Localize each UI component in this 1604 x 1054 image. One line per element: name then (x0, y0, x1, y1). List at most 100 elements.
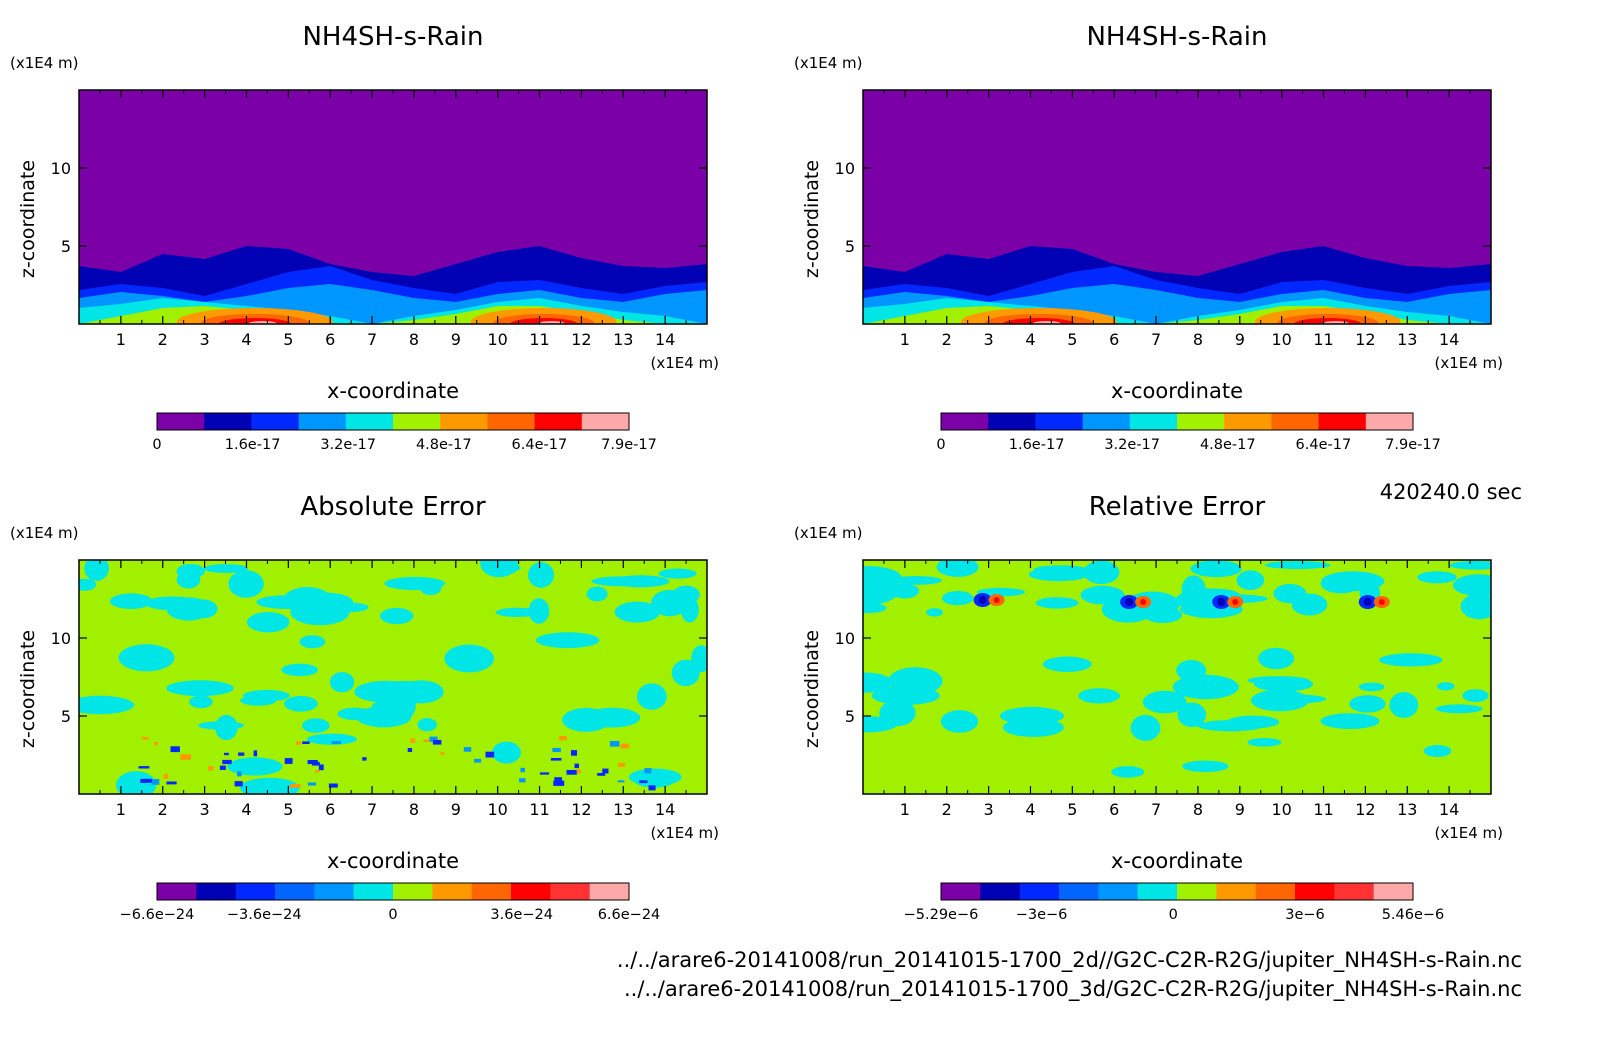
error-blob (940, 710, 979, 733)
colorbar-tick-label: 3.2e-17 (1104, 437, 1160, 453)
colorbar-swatch (251, 413, 300, 430)
colorbar-swatch (298, 413, 347, 430)
x-tick-label: 5 (1067, 800, 1077, 819)
error-blob (1379, 653, 1443, 667)
x-tick-label: 9 (451, 330, 461, 349)
error-blob (1028, 567, 1089, 582)
error-blob (863, 602, 887, 614)
colorbar-frame (156, 882, 630, 901)
error-blob (1349, 695, 1386, 713)
x-tick-label: 3 (984, 330, 994, 349)
x-tick-label: 11 (1313, 330, 1333, 349)
error-speckle (423, 739, 430, 742)
error-speckle (296, 741, 302, 745)
x-tick-label: 13 (1397, 330, 1417, 349)
x-tick-label: 12 (1355, 800, 1375, 819)
error-blob (1172, 674, 1239, 700)
error-blob (1389, 692, 1419, 718)
colorbar-tick-label: 0 (388, 907, 397, 923)
colorbar-swatch (1059, 883, 1099, 900)
error-blob (1035, 597, 1079, 609)
colorbar-swatch (275, 883, 315, 900)
error-speckle (550, 758, 562, 761)
error-speckle (208, 766, 214, 771)
colorbar-tick-label: 7.9e-17 (1385, 437, 1441, 453)
colorbar-tick-label: −6.6e−24 (120, 907, 195, 923)
error-blob (299, 635, 326, 649)
error-blob (636, 683, 667, 710)
error-blob (1182, 760, 1229, 772)
x-axis-title: x-coordinate (1111, 379, 1243, 403)
error-blob (240, 777, 300, 794)
y-tick-label: 5 (61, 237, 71, 256)
x-axis-title: x-coordinate (327, 849, 459, 873)
x-tick-label: 6 (325, 800, 335, 819)
error-blob (614, 601, 660, 623)
error-speckle (138, 766, 150, 769)
x-tick-label: 7 (367, 800, 377, 819)
x-unit-label: (x1E4 m) (650, 824, 719, 842)
error-blob (228, 570, 264, 598)
error-blob (1417, 571, 1457, 584)
colorbar-swatch (1373, 883, 1414, 900)
error-speckle (618, 762, 626, 767)
error-speckle (552, 747, 561, 753)
error-speckle (163, 773, 169, 779)
x-tick-label: 14 (655, 800, 675, 819)
error-blob (1423, 745, 1452, 757)
x-tick-label: 7 (367, 330, 377, 349)
x-tick-label: 8 (409, 800, 419, 819)
error-blob (240, 695, 277, 706)
error-blob (79, 695, 135, 715)
colorbar-swatch (393, 413, 441, 430)
field-absolute-error (79, 560, 707, 794)
colorbar-swatch (1334, 883, 1375, 900)
error-speckle (571, 750, 577, 756)
colorbar-swatch (1098, 883, 1139, 900)
error-speckle (224, 752, 229, 756)
error-blob (1142, 690, 1187, 714)
error-speckle (609, 741, 620, 747)
error-speckle (554, 777, 562, 782)
x-tick-label: 7 (1151, 330, 1161, 349)
error-speckle (520, 767, 525, 773)
error-speckle (639, 780, 648, 784)
error-blob (671, 659, 700, 687)
colorbar-tick-label: 5.46e−6 (1382, 907, 1445, 923)
error-speckle (485, 751, 495, 758)
panel-absolute-error: Absolute Error(x1E4 m)1 2 3 4 5 6 7 8 9 10 11 12 13 1… (10, 492, 719, 923)
error-blob (417, 718, 437, 732)
error-speckle (576, 769, 581, 774)
error-speckle (144, 778, 152, 783)
colorbar-frame (940, 882, 1414, 901)
error-speckle (302, 741, 310, 744)
x-tick-label: 3 (200, 800, 210, 819)
error-speckle (315, 770, 320, 773)
error-blob (888, 667, 943, 695)
error-blob (1449, 560, 1491, 570)
field-nh4sh-2d (79, 90, 707, 324)
colorbar-tick-label: −3e−6 (1016, 907, 1068, 923)
error-speckle (566, 770, 577, 775)
error-blob (227, 757, 283, 776)
error-blob (1111, 766, 1145, 778)
error-blob (246, 612, 290, 633)
error-blob (658, 568, 697, 579)
colorbar-frame (940, 412, 1414, 431)
y-axis-title: z-coordinate (17, 630, 39, 748)
x-tick-label: 13 (1397, 800, 1417, 819)
colorbar-swatch (941, 413, 989, 430)
colorbar-swatch (1137, 883, 1178, 900)
error-speckle (289, 784, 301, 788)
error-speckle (407, 748, 413, 752)
error-speckle (440, 752, 445, 755)
colorbar-swatch (157, 883, 197, 900)
colorbar-swatch (589, 883, 630, 900)
colorbar-swatch (1295, 883, 1335, 900)
error-blob (281, 663, 319, 677)
error-blob (354, 680, 417, 703)
error-blob (1358, 682, 1385, 692)
colorbar-tick-label: 0 (1169, 907, 1178, 923)
colorbar-swatch (1177, 883, 1217, 900)
error-blob (1291, 593, 1328, 616)
